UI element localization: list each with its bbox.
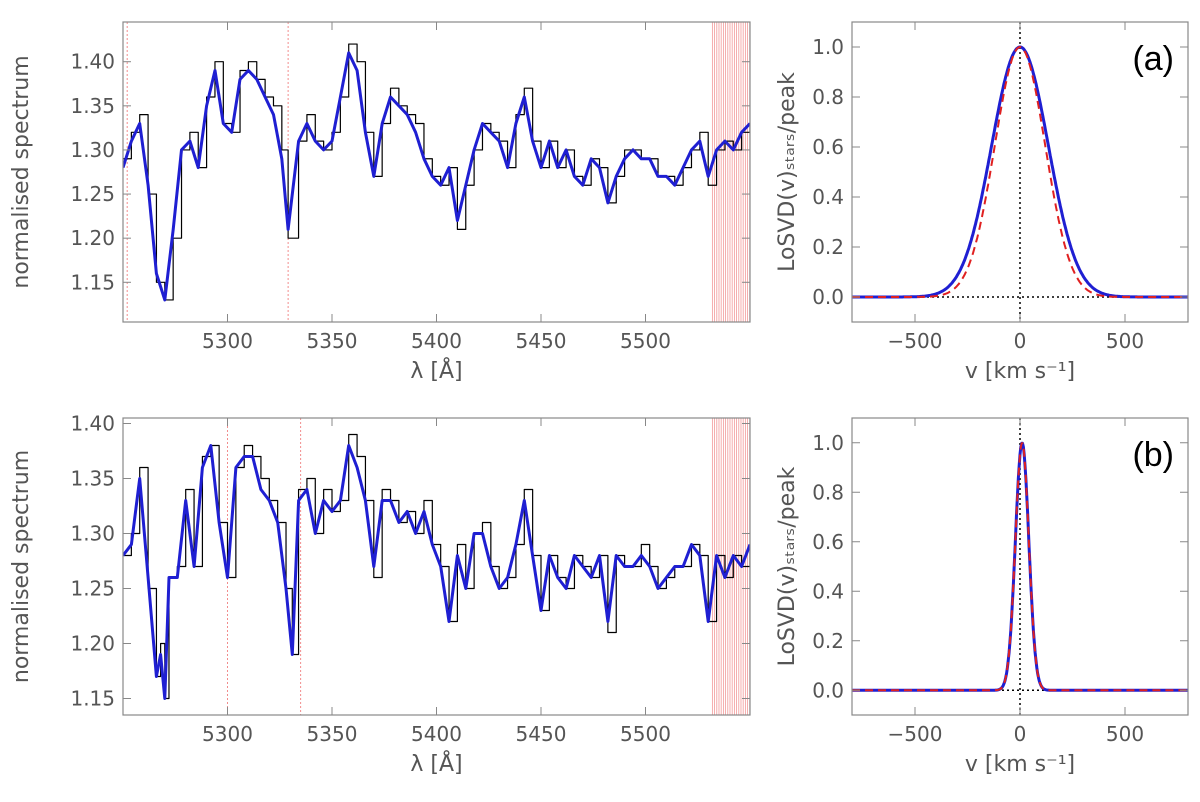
chart3-xtick-label-2: 500 [1106,722,1144,746]
chart3-ytick-label-1: 0.2 [812,629,844,653]
chart3-ytick-label-2: 0.4 [812,579,844,603]
chart1-ytick-label-4: 0.8 [812,85,844,109]
spectrum-panel-a: 5300 5350 5400 5450 5500 1.15 1.20 1.25 1.30 1.35… [9,21,751,384]
chart2-ylabel: normalised spectrum [9,450,34,683]
chart3-ytick-label-5: 1.0 [812,431,844,455]
chart0-ylabel: normalised spectrum [9,55,34,288]
chart3-series-1-losvd-gaussian [852,442,1188,692]
losvd-panel-b: −500 0 500 0.0 0.2 0.4 0.6 0.8 1.0 v [km s⁻¹] LoSV… [775,417,1189,777]
chart3-xtick-label-0: −500 [888,722,943,746]
chart1-ytick-label-0: 0.0 [812,285,844,309]
chart1-xtick-label-1: 0 [1014,329,1027,353]
chart3-ylabel: LoSVD(v)ₛₜₐᵣₛ/peak [775,466,800,666]
chart2-xtick-label-2: 5400 [411,722,462,746]
chart0-series-0-data-histogram [123,43,750,301]
chart2-ytick-label-3: 1.30 [70,522,115,546]
chart1-ytick-label-1: 0.2 [812,235,844,259]
chart1-xtick-label-2: 500 [1106,329,1144,353]
chart2-xtick-label-1: 5350 [307,722,358,746]
chart2-xtick-label-0: 5300 [202,722,253,746]
chart0-xtick-label-1: 5350 [307,329,358,353]
chart2-xtick-label-3: 5450 [516,722,567,746]
chart0-xtick-label-0: 5300 [202,329,253,353]
chart0-xtick-label-2: 5400 [411,329,462,353]
losvd-panel-a: −500 0 500 0.0 0.2 0.4 0.6 0.8 1.0 v [km s⁻¹] LoSV… [775,21,1189,384]
chart3-xtick-label-1: 0 [1014,722,1027,746]
chart0-xtick-label-3: 5450 [516,329,567,353]
chart2-xlabel: λ [Å] [410,750,462,777]
chart3-xlabel: v [km s⁻¹] [965,752,1075,777]
chart2-ytick-label-5: 1.40 [70,412,115,436]
chart1-plot-area [852,22,1188,322]
chart1-ylabel: LoSVD(v)ₛₜₐᵣₛ/peak [775,72,800,272]
chart0-xtick-label-4: 5500 [620,329,671,353]
chart3-ytick-label-3: 0.6 [812,530,844,554]
chart2-ytick-label-4: 1.35 [70,467,115,491]
chart1-xtick-label-0: −500 [888,329,943,353]
chart1-ytick-label-3: 0.6 [812,135,844,159]
chart1-panel-tag: (a) [1132,40,1174,78]
chart3-panel-tag: (b) [1132,436,1174,474]
chart1-series-1-losvd-gaussian [852,46,1188,298]
chart2-ytick-label-2: 1.25 [70,577,115,601]
chart3-ytick-label-4: 0.8 [812,480,844,504]
spectrum-panel-b: 5300 5350 5400 5450 5500 1.15 1.20 1.25 1.30 1.35… [9,412,751,777]
chart2-series-0-data-histogram [123,433,750,700]
chart0-xlabel: λ [Å] [410,357,462,384]
chart2-ytick-label-0: 1.15 [70,687,115,711]
chart2-plot-area [123,418,750,715]
chart2-series-1-best-fit [123,444,750,700]
chart0-series-1-best-fit [123,51,750,302]
chart1-ytick-label-5: 1.0 [812,35,844,59]
chart0-ytick-label-3: 1.30 [70,138,115,162]
chart2-ytick-label-1: 1.20 [70,632,115,656]
chart3-plot-area [852,418,1188,715]
chart0-ytick-label-0: 1.15 [70,270,115,294]
chart1-xlabel: v [km s⁻¹] [965,359,1075,384]
chart2-xtick-label-4: 5500 [620,722,671,746]
chart0-ytick-label-1: 1.20 [70,226,115,250]
chart0-ytick-label-4: 1.35 [70,94,115,118]
chart0-ytick-label-2: 1.25 [70,182,115,206]
chart0-plot-area [123,22,750,322]
chart0-ytick-label-5: 1.40 [70,50,115,74]
chart3-ytick-label-0: 0.0 [812,678,844,702]
chart1-ytick-label-2: 0.4 [812,185,844,209]
